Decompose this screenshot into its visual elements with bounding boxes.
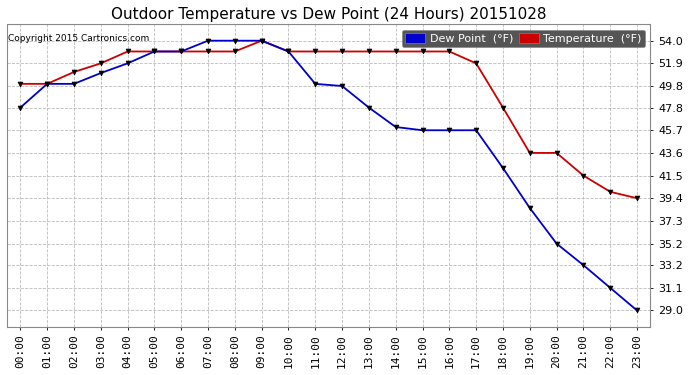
Text: Copyright 2015 Cartronics.com: Copyright 2015 Cartronics.com [8,34,149,43]
Title: Outdoor Temperature vs Dew Point (24 Hours) 20151028: Outdoor Temperature vs Dew Point (24 Hou… [111,7,546,22]
Legend: Dew Point  (°F), Temperature  (°F): Dew Point (°F), Temperature (°F) [402,30,645,47]
